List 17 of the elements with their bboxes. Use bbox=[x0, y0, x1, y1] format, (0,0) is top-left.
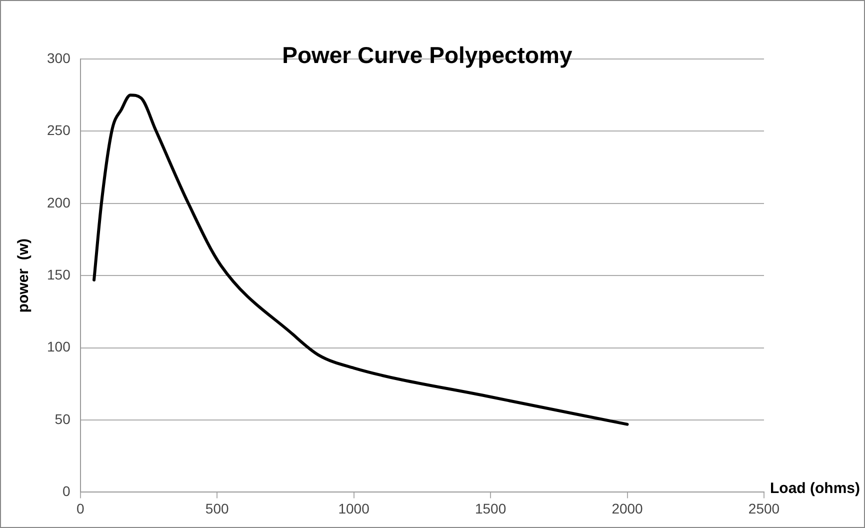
x-tick-label: 2500 bbox=[748, 500, 780, 516]
y-tick-label: 200 bbox=[47, 194, 71, 210]
y-tick-label: 0 bbox=[62, 483, 71, 500]
x-tick-label: 1000 bbox=[338, 500, 370, 516]
x-axis-title: Load (ohms) bbox=[770, 480, 860, 497]
line-series bbox=[92, 94, 629, 426]
y-tick-label: 300 bbox=[47, 50, 71, 66]
x-tick-label: 0 bbox=[76, 500, 84, 516]
y-axis-title: power (w) bbox=[15, 238, 32, 313]
x-tick-label: 2000 bbox=[612, 500, 644, 516]
y-tick-label: 250 bbox=[47, 122, 71, 138]
chart-title: Power Curve Polypectomy bbox=[282, 42, 572, 68]
y-tick-label: 100 bbox=[47, 338, 71, 355]
x-tick-label: 1500 bbox=[474, 500, 506, 516]
y-tick-label: 50 bbox=[54, 410, 71, 427]
x-tick-label: 500 bbox=[205, 500, 229, 516]
y-tick-label: 150 bbox=[47, 266, 71, 282]
